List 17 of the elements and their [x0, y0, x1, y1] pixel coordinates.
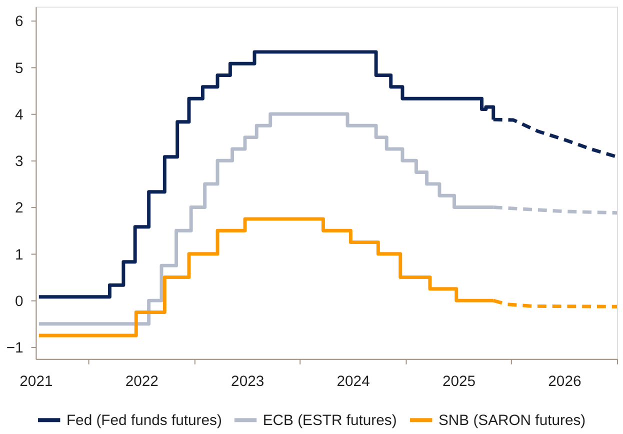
- x-tick-label: 2024: [336, 374, 370, 390]
- legend-label: SNB (SARON futures): [438, 413, 586, 430]
- legend-label: ECB (ESTR futures): [262, 413, 397, 430]
- y-tick-label: 5: [15, 60, 24, 77]
- y-tick-label: 0: [15, 294, 24, 310]
- y-tick-label: −1: [6, 340, 24, 357]
- x-tick-label: 2023: [231, 374, 264, 390]
- y-tick-label: 1: [15, 247, 24, 264]
- y-tick-label: 6: [15, 14, 24, 30]
- y-tick-label: 3: [15, 154, 24, 170]
- legend-label: Fed (Fed funds futures): [66, 413, 222, 430]
- x-tick-label: 2025: [442, 374, 476, 390]
- y-tick-label: 2: [15, 200, 24, 217]
- x-tick-label: 2026: [548, 374, 582, 390]
- x-tick-label: 2021: [20, 374, 53, 390]
- y-tick-label: 4: [15, 107, 24, 124]
- x-tick-label: 2022: [125, 374, 158, 390]
